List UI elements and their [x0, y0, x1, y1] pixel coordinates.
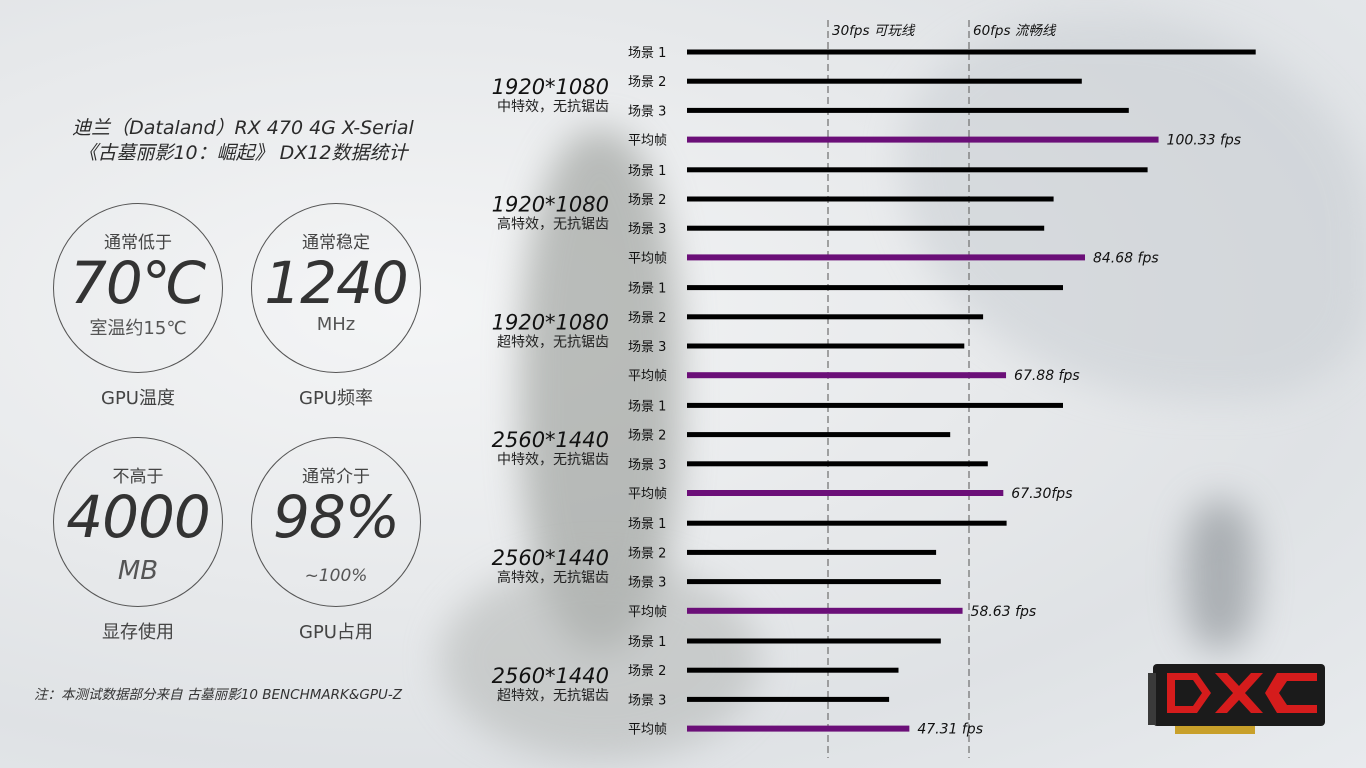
gpu-clock-value: 1240	[264, 249, 409, 317]
group-resolution-label: 2560*1440	[492, 546, 609, 570]
bar-value-label: 67.30fps	[1011, 486, 1072, 502]
scene-fps-bar	[687, 225, 1045, 231]
bar-category-label: 场景 1	[628, 282, 666, 297]
gpu-clock-label: GPU频率	[299, 388, 373, 409]
gpu-temp-qualifier: 通常低于	[104, 233, 172, 253]
bar-category-label: 平均帧	[628, 369, 667, 384]
scene-fps-bar	[687, 696, 890, 702]
group-resolution-label: 2560*1440	[492, 428, 609, 452]
group-resolution-label: 1920*1080	[492, 75, 609, 99]
scene-fps-bar	[687, 167, 1148, 173]
bar-category-label: 场景 1	[628, 517, 666, 532]
vram-unit: MB	[117, 556, 159, 586]
bar-category-label: 场景 3	[628, 576, 666, 591]
bar-value-label: 58.63 fps	[971, 604, 1037, 620]
bar-category-label: 平均帧	[628, 723, 667, 738]
bar-category-label: 场景 3	[628, 222, 666, 237]
bar-value-label: 47.31 fps	[917, 722, 983, 738]
bar-value-label: 67.88 fps	[1014, 368, 1080, 384]
bar-category-label: 场景 3	[628, 340, 666, 355]
average-fps-bar	[687, 136, 1159, 143]
bar-category-label: 场景 2	[628, 311, 666, 326]
scene-fps-bar	[687, 638, 941, 644]
bar-category-label: 场景 3	[628, 458, 666, 473]
scene-fps-bar	[687, 49, 1256, 55]
gpu-usage-value: 98%	[273, 483, 400, 551]
average-fps-bar	[687, 490, 1004, 496]
bar-category-label: 场景 1	[628, 46, 666, 61]
vram-circle: 不高于 4000 MB	[53, 437, 223, 607]
graphics-card-logo-icon	[1148, 664, 1325, 734]
group-resolution-label: 1920*1080	[492, 310, 609, 334]
background-climber	[1185, 500, 1255, 650]
bar-value-label: 84.68 fps	[1093, 250, 1159, 266]
bar-category-label: 场景 2	[628, 429, 666, 444]
title-line-2: 《古墓丽影10：崛起》 DX12数据统计	[78, 142, 408, 164]
bar-category-label: 场景 2	[628, 75, 666, 90]
average-fps-bar	[687, 372, 1007, 379]
bar-category-label: 平均帧	[628, 605, 667, 620]
group-setting-label: 高特效，无抗锯齿	[497, 569, 609, 586]
scene-fps-bar	[687, 285, 1063, 291]
scene-fps-bar	[687, 402, 1063, 408]
scene-fps-bar	[687, 432, 951, 438]
group-setting-label: 高特效，无抗锯齿	[497, 216, 609, 233]
bar-category-label: 平均帧	[628, 134, 667, 149]
reference-line-label: 30fps 可玩线	[832, 23, 916, 39]
gpu-usage-qualifier: 通常介于	[302, 467, 370, 487]
gpu-temp-value: 70℃	[70, 249, 207, 317]
gpu-usage-circle: 通常介于 98% ~100%	[251, 437, 421, 607]
scene-fps-bar	[687, 667, 899, 673]
source-note: 注：本测试数据部分来自 古墓丽影10 BENCHMARK&GPU-Z	[34, 687, 402, 703]
gpu-usage-range: ~100%	[304, 566, 368, 586]
group-resolution-label: 1920*1080	[492, 193, 609, 217]
reference-line-label: 60fps 流畅线	[973, 23, 1057, 39]
gpu-clock-qualifier: 通常稳定	[302, 233, 370, 253]
vram-label: 显存使用	[102, 622, 174, 643]
average-fps-bar	[687, 254, 1085, 261]
gpu-clock-unit: MHz	[316, 314, 356, 335]
scene-fps-bar	[687, 78, 1082, 84]
average-fps-bar	[687, 725, 910, 732]
bar-category-label: 场景 1	[628, 164, 666, 179]
group-resolution-label: 2560*1440	[492, 664, 609, 688]
title-line-1: 迪兰（Dataland）RX 470 4G X-Serial	[72, 117, 414, 139]
group-setting-label: 超特效，无抗锯齿	[497, 688, 609, 704]
scene-fps-bar	[687, 314, 984, 320]
bar-category-label: 场景 2	[628, 193, 666, 208]
scene-fps-bar	[687, 520, 1007, 526]
gpu-clock-circle: 通常稳定 1240 MHz	[251, 203, 421, 373]
stats-panel: 迪兰（Dataland）RX 470 4G X-Serial 《古墓丽影10：崛…	[0, 0, 470, 768]
scene-fps-bar	[687, 196, 1054, 202]
scene-fps-bar	[687, 343, 965, 349]
bar-category-label: 场景 3	[628, 693, 666, 708]
bar-category-label: 平均帧	[628, 251, 667, 266]
gpu-temp-circle: 通常低于 70℃ 室温约15℃	[53, 203, 223, 373]
bar-category-label: 平均帧	[628, 487, 667, 502]
bar-value-label: 100.33 fps	[1167, 133, 1242, 149]
average-fps-bar	[687, 607, 963, 614]
gpu-temp-note: 室温约15℃	[89, 318, 187, 339]
scene-fps-bar	[687, 461, 988, 467]
scene-fps-bar	[687, 579, 941, 585]
group-setting-label: 中特效，无抗锯齿	[497, 99, 609, 115]
scene-fps-bar	[687, 549, 937, 555]
gpu-temp-label: GPU温度	[101, 388, 175, 409]
group-setting-label: 超特效，无抗锯齿	[497, 334, 609, 350]
bar-category-label: 场景 1	[628, 399, 666, 414]
group-setting-label: 中特效，无抗锯齿	[497, 452, 609, 468]
vram-qualifier: 不高于	[112, 467, 164, 487]
gpu-usage-label: GPU占用	[299, 622, 373, 643]
bar-category-label: 场景 1	[628, 635, 666, 650]
bar-category-label: 场景 2	[628, 546, 666, 561]
vram-value: 4000	[66, 483, 211, 551]
bar-category-label: 场景 3	[628, 104, 666, 119]
scene-fps-bar	[687, 107, 1129, 113]
bar-category-label: 场景 2	[628, 664, 666, 679]
